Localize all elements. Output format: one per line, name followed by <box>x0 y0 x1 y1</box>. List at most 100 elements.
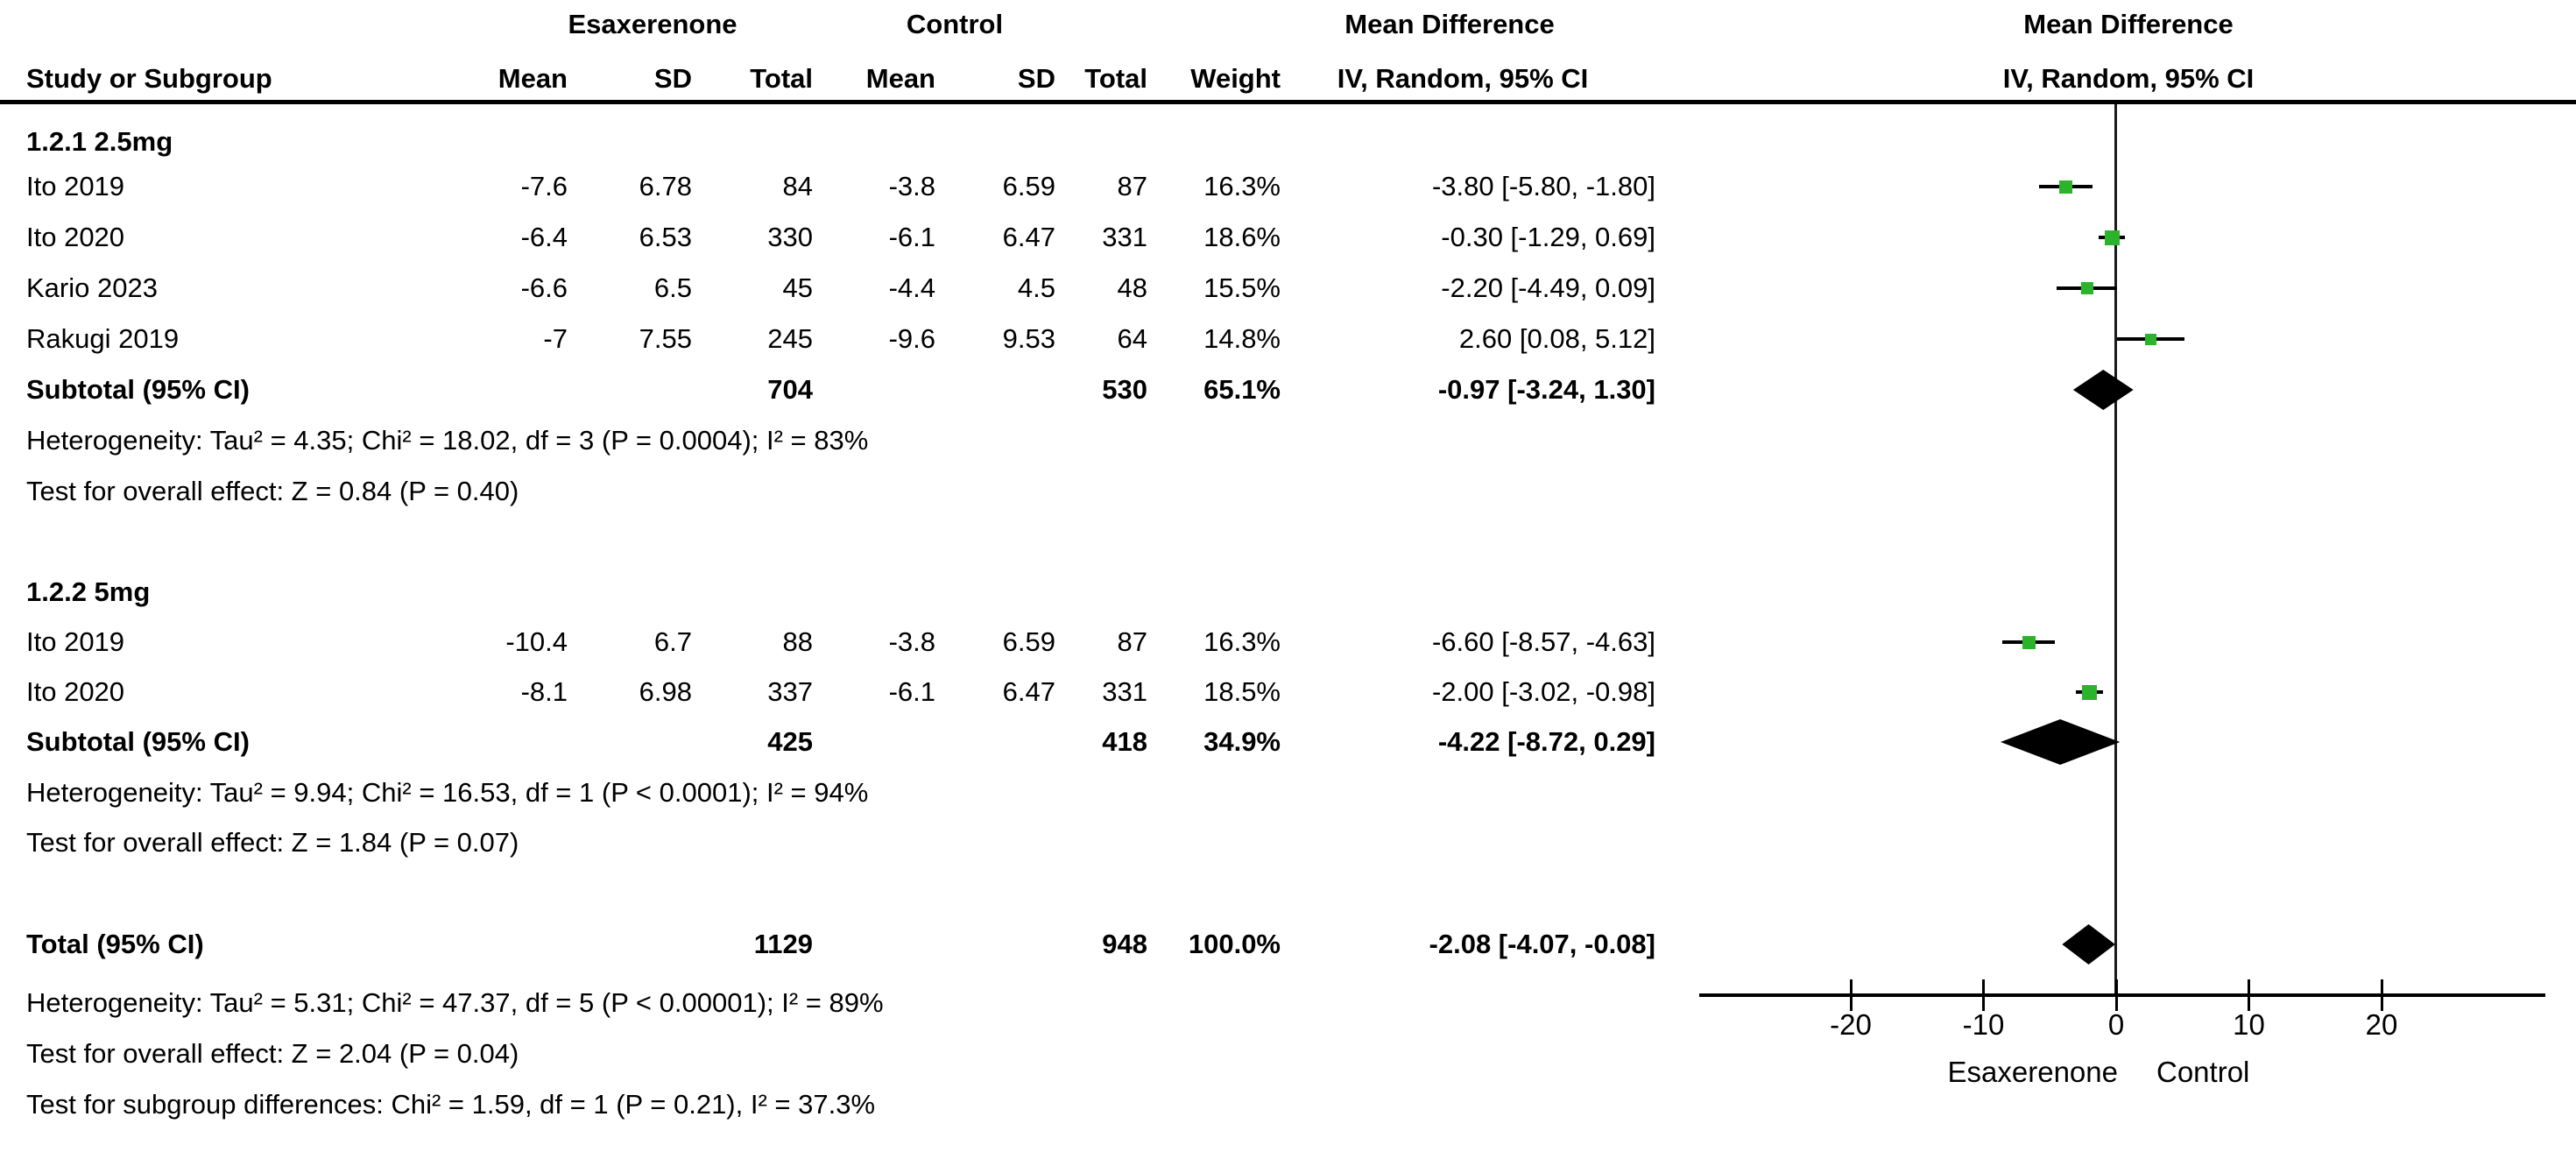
study-label: Kario 2023 <box>26 272 158 303</box>
sd-exp: 6.53 <box>639 222 692 252</box>
weight: 18.5% <box>1203 676 1281 707</box>
total-ci: -2.08 [-4.07, -0.08] <box>1429 929 1655 959</box>
total-total-exp: 1129 <box>753 929 813 959</box>
zero-reference-line <box>2114 104 2117 995</box>
subtotal-ci: -4.22 [-8.72, 0.29] <box>1437 726 1655 757</box>
subgroup2-label-row: 1.2.2 5mg <box>0 575 2576 610</box>
total-ctrl: 331 <box>1102 222 1147 252</box>
axis-label-favours-experimental: Esaxerenone <box>1947 1056 2118 1088</box>
heterogeneity-row: Heterogeneity: Tau² = 4.35; Chi² = 18.02… <box>0 423 2576 458</box>
header-weight: Weight <box>1190 63 1281 94</box>
overall-effect-row: Test for overall effect: Z = 0.84 (P = 0… <box>0 474 2576 509</box>
total-total-ctrl: 948 <box>1102 929 1147 959</box>
column-group-control: Control <box>906 9 1004 39</box>
header-ci-text: IV, Random, 95% CI <box>1337 63 1589 94</box>
mean-ctrl: -6.1 <box>888 222 935 252</box>
subtotal-total-ctrl: 418 <box>1102 726 1147 757</box>
total-exp: 84 <box>782 171 813 201</box>
ci-value: -6.60 [-8.57, -4.63] <box>1431 626 1655 657</box>
ci-value: -2.20 [-4.49, 0.09] <box>1441 272 1655 303</box>
subtotal-total-exp: 704 <box>767 374 813 405</box>
study-row: Ito 2019 -7.6 6.78 84 -3.8 6.59 87 16.3%… <box>0 169 2576 204</box>
axis-tick-label: 10 <box>2233 1008 2265 1041</box>
column-group-mean-difference: Mean Difference <box>1344 9 1555 39</box>
total-exp: 337 <box>767 676 813 707</box>
total-row: Total (95% CI) 1129 948 100.0% -2.08 [-4… <box>0 927 2576 962</box>
axis-tick <box>2248 979 2250 1011</box>
total-weight: 100.0% <box>1188 929 1281 959</box>
overall-effect-text: Test for overall effect: Z = 0.84 (P = 0… <box>26 476 519 506</box>
sd-exp: 7.55 <box>639 323 692 354</box>
header-total-exp: Total <box>750 63 813 94</box>
mean-ctrl: -9.6 <box>888 323 935 354</box>
study-label: Ito 2019 <box>26 171 125 201</box>
total-ctrl: 87 <box>1117 171 1147 201</box>
effect-square <box>2104 230 2120 245</box>
header-sd-ctrl: SD <box>1017 63 1055 94</box>
axis-tick <box>1982 979 1985 1011</box>
plot-header-ci: IV, Random, 95% CI <box>2002 63 2255 94</box>
mean-exp: -7.6 <box>520 171 568 201</box>
total-ctrl: 48 <box>1117 272 1147 303</box>
study-label: Ito 2019 <box>26 626 125 657</box>
column-header-row: Study or Subgroup Mean SD Total Mean SD … <box>0 61 2576 96</box>
weight: 16.3% <box>1203 171 1281 201</box>
study-label: Rakugi 2019 <box>26 323 180 354</box>
overall-effect-row: Test for overall effect: Z = 2.04 (P = 0… <box>0 1036 2576 1071</box>
total-ctrl: 331 <box>1102 676 1147 707</box>
mean-exp: -8.1 <box>520 676 568 707</box>
subtotal-label: Subtotal (95% CI) <box>26 726 250 757</box>
total-label: Total (95% CI) <box>26 929 204 959</box>
mean-ctrl: -4.4 <box>888 272 935 303</box>
axis-tick <box>1849 979 1853 1011</box>
ci-value: -3.80 [-5.80, -1.80] <box>1431 171 1655 201</box>
sd-ctrl: 6.59 <box>1002 626 1055 657</box>
subtotal-total-exp: 425 <box>767 726 813 757</box>
sd-ctrl: 9.53 <box>1002 323 1055 354</box>
study-row: Ito 2020 -6.4 6.53 330 -6.1 6.47 331 18.… <box>0 220 2576 255</box>
mean-ctrl: -3.8 <box>888 171 935 201</box>
effect-square <box>2080 282 2093 294</box>
subgroup-differences-text: Test for subgroup differences: Chi² = 1.… <box>26 1089 876 1120</box>
overall-effect-text: Test for overall effect: Z = 2.04 (P = 0… <box>26 1038 519 1069</box>
ci-value: -2.00 [-3.02, -0.98] <box>1431 676 1655 707</box>
total-exp: 88 <box>782 626 813 657</box>
mean-exp: -10.4 <box>505 626 568 657</box>
plot-header-mean-difference: Mean Difference <box>2023 9 2234 39</box>
header-mean-exp: Mean <box>498 63 568 94</box>
axis-tick-label: 20 <box>2365 1008 2398 1041</box>
axis-label-favours-control: Control <box>2156 1056 2250 1088</box>
overall-effect-row: Test for overall effect: Z = 1.84 (P = 0… <box>0 825 2576 860</box>
total-ctrl: 87 <box>1117 626 1147 657</box>
total-exp: 45 <box>782 272 813 303</box>
heterogeneity-text: Heterogeneity: Tau² = 9.94; Chi² = 16.53… <box>26 777 869 808</box>
mean-exp: -6.6 <box>520 272 568 303</box>
weight: 15.5% <box>1203 272 1281 303</box>
subtotal-ci: -0.97 [-3.24, 1.30] <box>1437 374 1655 405</box>
subtotal-row: Subtotal (95% CI) 704 530 65.1% -0.97 [-… <box>0 372 2576 407</box>
mean-exp: -6.4 <box>520 222 568 252</box>
weight: 16.3% <box>1203 626 1281 657</box>
subtotal-row: Subtotal (95% CI) 425 418 34.9% -4.22 [-… <box>0 724 2576 760</box>
study-row: Rakugi 2019 -7 7.55 245 -9.6 9.53 64 14.… <box>0 322 2576 357</box>
subtotal-label: Subtotal (95% CI) <box>26 374 250 405</box>
total-exp: 330 <box>767 222 813 252</box>
sd-ctrl: 6.47 <box>1002 222 1055 252</box>
effect-square <box>2058 180 2072 194</box>
header-study: Study or Subgroup <box>26 63 272 94</box>
ci-value: -0.30 [-1.29, 0.69] <box>1441 222 1655 252</box>
sd-ctrl: 6.59 <box>1002 171 1055 201</box>
weight: 14.8% <box>1203 323 1281 354</box>
axis-tick <box>2380 979 2383 1011</box>
overall-effect-text: Test for overall effect: Z = 1.84 (P = 0… <box>26 827 519 858</box>
total-exp: 245 <box>767 323 813 354</box>
subtotal-weight: 65.1% <box>1203 374 1281 405</box>
heterogeneity-row: Heterogeneity: Tau² = 5.31; Chi² = 47.37… <box>0 986 2576 1021</box>
subtotal-total-ctrl: 530 <box>1102 374 1147 405</box>
axis-tick <box>2114 979 2118 1011</box>
column-group-experimental: Esaxerenone <box>568 9 738 39</box>
sd-ctrl: 6.47 <box>1002 676 1055 707</box>
study-label: Ito 2020 <box>26 222 125 252</box>
subgroup-label: 1.2.1 2.5mg <box>26 126 173 157</box>
